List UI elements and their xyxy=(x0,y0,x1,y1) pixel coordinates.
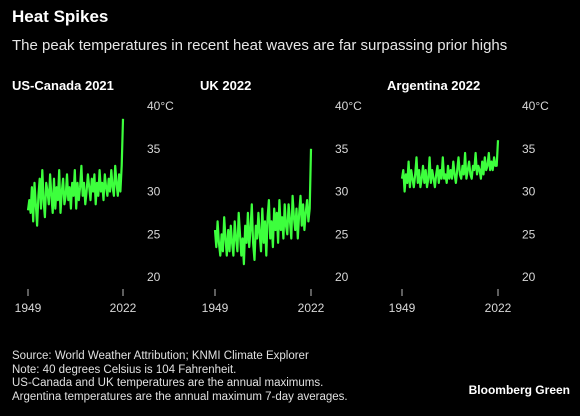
footer-source: Source: World Weather Attribution; KNMI … xyxy=(12,350,309,362)
series-line-uk xyxy=(213,148,313,266)
chart-title: Heat Spikes xyxy=(12,7,109,26)
x-tick-label: 1949 xyxy=(202,301,229,315)
y-tick-label: 20 xyxy=(522,270,536,284)
y-tick-label: 35 xyxy=(522,142,536,156)
footer-notes: Source: World Weather Attribution; KNMI … xyxy=(12,350,348,404)
x-tick-label: 1949 xyxy=(389,301,416,315)
y-tick-label: 30 xyxy=(147,185,161,199)
y-tick-label: 30 xyxy=(335,185,349,199)
y-tick-label: 40°C xyxy=(335,99,362,113)
y-tick-label: 25 xyxy=(335,227,349,241)
x-tick-label: 2022 xyxy=(298,301,325,315)
y-tick-label: 20 xyxy=(335,270,349,284)
y-tick-label: 35 xyxy=(147,142,161,156)
y-tick-label: 30 xyxy=(522,185,536,199)
panel-title-uk: UK 2022 xyxy=(200,78,252,93)
x-tick-label: 2022 xyxy=(485,301,512,315)
series-line-us-canada xyxy=(26,118,125,227)
footer-note-us-uk: US-Canada and UK temperatures are the an… xyxy=(12,377,324,389)
y-tick-label: 25 xyxy=(522,227,536,241)
chart-subtitle: The peak temperatures in recent heat wav… xyxy=(12,37,508,54)
footer-note-argentina: Argentina temperatures are the annual ma… xyxy=(12,390,348,403)
y-tick-label: 40°C xyxy=(147,99,174,113)
footer-note-units: Note: 40 degrees Celsius is 104 Fahrenhe… xyxy=(12,363,237,376)
y-tick-label: 40°C xyxy=(522,99,549,113)
panel-title-us-canada: US-Canada 2021 xyxy=(12,78,114,93)
series-line-argentina xyxy=(400,140,500,193)
y-tick-label: 25 xyxy=(147,227,161,241)
brand-logo-text: Bloomberg Green xyxy=(468,383,570,397)
y-tick-label: 20 xyxy=(147,270,161,284)
y-tick-label: 35 xyxy=(335,142,349,156)
x-tick-label: 1949 xyxy=(15,301,42,315)
x-tick-label: 2022 xyxy=(110,301,137,315)
panel-title-argentina: Argentina 2022 xyxy=(387,78,481,93)
